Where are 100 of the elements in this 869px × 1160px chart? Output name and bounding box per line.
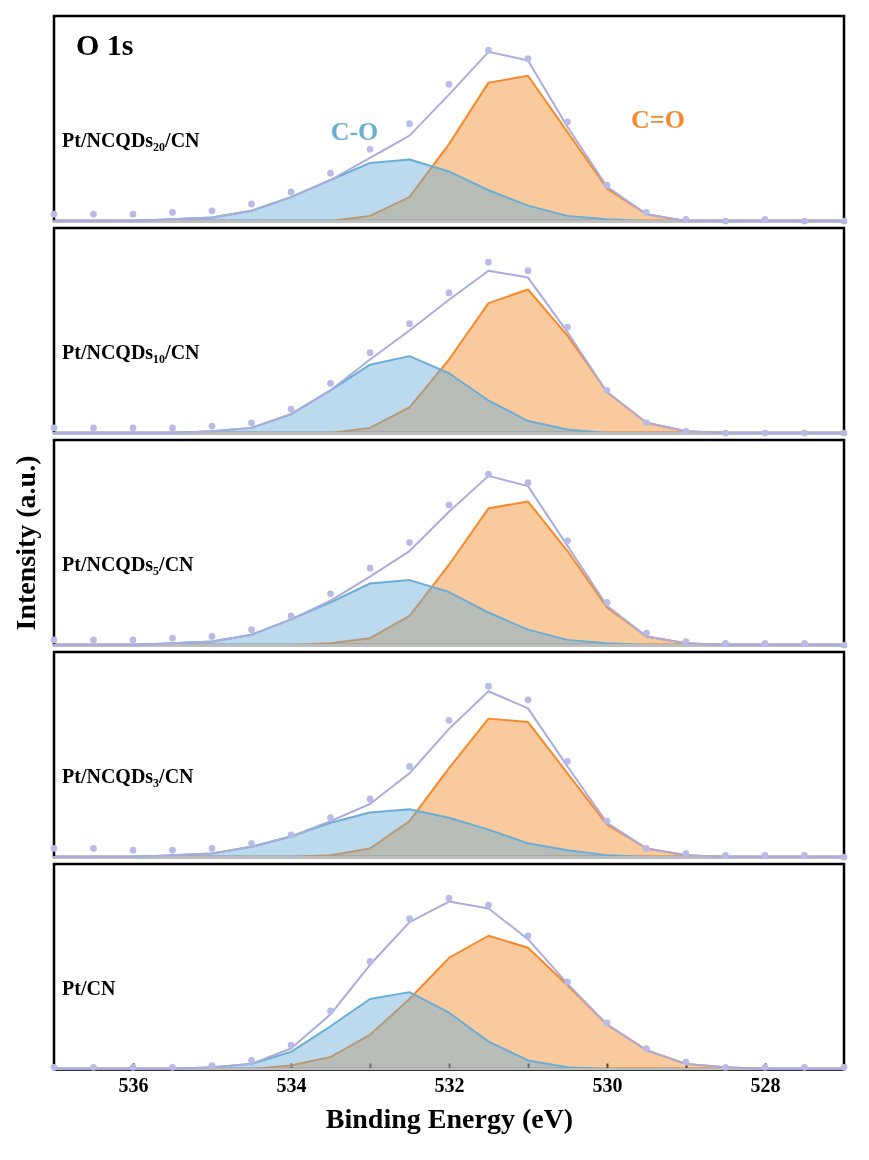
point (722, 217, 729, 225)
point (840, 217, 848, 225)
point (248, 839, 255, 847)
point (90, 210, 97, 218)
point (248, 1057, 255, 1064)
point (445, 289, 453, 297)
x-tick-label: 530 (592, 1073, 623, 1096)
point (50, 845, 58, 852)
point (643, 209, 650, 216)
point (643, 629, 650, 637)
chart-title: O 1s (76, 28, 134, 61)
point (643, 845, 650, 852)
point (248, 419, 255, 427)
point (682, 215, 690, 223)
point (524, 696, 532, 704)
point (722, 851, 729, 859)
point (327, 380, 334, 387)
point (445, 716, 453, 724)
point (169, 1063, 176, 1071)
point (287, 1041, 295, 1049)
point (287, 612, 295, 620)
annotation: Pt/NCQDs₅/CN (62, 553, 195, 576)
point (366, 795, 374, 803)
point (761, 851, 769, 859)
point (208, 633, 216, 640)
point (248, 626, 255, 633)
x-tick-label: 528 (750, 1073, 781, 1096)
point (208, 845, 216, 852)
x-tick-label: 536 (118, 1073, 149, 1096)
point (603, 598, 611, 606)
point (208, 422, 216, 430)
point (445, 80, 453, 88)
point (603, 1019, 611, 1027)
point (801, 639, 808, 647)
point (129, 636, 137, 644)
point (682, 1058, 690, 1066)
point (50, 210, 58, 218)
point (90, 845, 97, 852)
point (524, 55, 532, 63)
point (366, 349, 374, 357)
annotation: Pt/NCQDs₃/CN (62, 765, 195, 788)
series-label: C-O (330, 116, 379, 146)
point (406, 120, 413, 127)
point (840, 853, 848, 861)
point (643, 419, 650, 427)
point (603, 386, 611, 394)
point (327, 169, 334, 177)
point (485, 46, 492, 54)
point (406, 763, 413, 770)
point (564, 118, 571, 126)
point (327, 1007, 334, 1015)
point (564, 537, 571, 545)
point (50, 1063, 58, 1071)
annotation: Pt/NCQDs₁₀/CN (62, 341, 201, 364)
point (327, 590, 334, 598)
point (524, 932, 532, 940)
point (840, 641, 848, 649)
point (722, 1063, 729, 1071)
point (406, 915, 413, 923)
point (524, 479, 532, 487)
point (643, 1045, 650, 1052)
point (208, 207, 216, 215)
point (248, 200, 255, 208)
point (90, 424, 97, 432)
point (287, 188, 295, 196)
point (564, 323, 571, 331)
point (801, 851, 808, 859)
point (722, 639, 729, 647)
point (366, 564, 374, 572)
point (366, 958, 374, 965)
point (524, 267, 532, 275)
y-axis-title: Intensity (a.u.) (9, 455, 41, 631)
point (840, 1063, 848, 1071)
point (366, 145, 374, 153)
point (169, 424, 176, 432)
point (485, 470, 492, 478)
point (761, 639, 769, 647)
point (287, 831, 295, 839)
point (50, 636, 58, 644)
point (682, 638, 690, 645)
point (840, 429, 848, 437)
point (445, 894, 453, 902)
point (603, 817, 611, 825)
point (129, 424, 137, 432)
point (564, 757, 571, 765)
point (682, 850, 690, 857)
point (406, 539, 413, 546)
point (287, 405, 295, 413)
annotation: Pt/NCQDs₂₀/CN (62, 129, 201, 152)
point (682, 427, 690, 435)
point (445, 501, 453, 509)
point (129, 846, 137, 854)
point (485, 258, 492, 266)
point (761, 215, 769, 223)
point (564, 978, 571, 986)
point (603, 181, 611, 189)
point (169, 634, 176, 642)
point (169, 846, 176, 854)
point (801, 1063, 808, 1071)
x-tick-label: 532 (434, 1073, 465, 1096)
